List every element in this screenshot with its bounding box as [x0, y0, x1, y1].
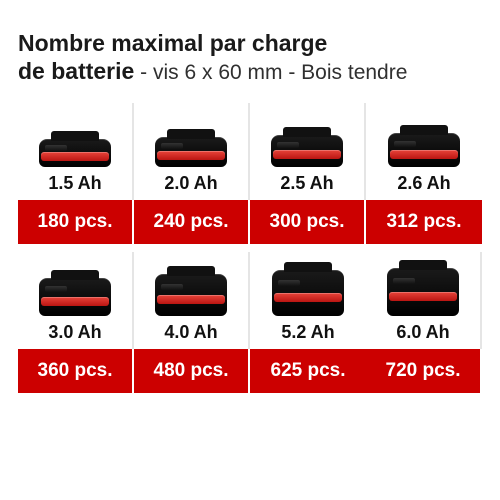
- battery-icon: [33, 113, 117, 167]
- battery-cell: 1.5 Ah: [18, 103, 134, 200]
- battery-capacity-label: 5.2 Ah: [281, 322, 334, 343]
- battery-cell: 4.0 Ah: [134, 252, 250, 349]
- battery-pcs-value: 300 pcs.: [250, 200, 366, 244]
- battery-pcs-value: 480 pcs.: [134, 349, 250, 393]
- subtitle: - vis 6 x 60 mm - Bois tendre: [134, 61, 407, 84]
- battery-pcs-value: 180 pcs.: [18, 200, 134, 244]
- battery-capacity-label: 2.6 Ah: [397, 173, 450, 194]
- battery-capacity-label: 2.5 Ah: [280, 173, 333, 194]
- battery-cell: 5.2 Ah: [250, 252, 366, 349]
- battery-icon: [149, 113, 233, 167]
- battery-capacity-label: 3.0 Ah: [48, 322, 101, 343]
- battery-icon: [266, 262, 350, 316]
- battery-capacity-label: 4.0 Ah: [164, 322, 217, 343]
- battery-capacity-label: 2.0 Ah: [164, 173, 217, 194]
- battery-capacity-label: 6.0 Ah: [396, 322, 449, 343]
- title-line2: de batterie: [18, 58, 134, 84]
- battery-icon: [149, 262, 233, 316]
- battery-pcs-value: 720 pcs.: [366, 349, 482, 393]
- battery-pcs-value: 360 pcs.: [18, 349, 134, 393]
- battery-capacity-label: 1.5 Ah: [48, 173, 101, 194]
- battery-cell: 2.5 Ah: [250, 103, 366, 200]
- battery-cell: 3.0 Ah: [18, 252, 134, 349]
- battery-icon: [265, 113, 349, 167]
- battery-cell: 6.0 Ah: [366, 252, 482, 349]
- row-spacer: [18, 244, 482, 252]
- battery-pcs-value: 625 pcs.: [250, 349, 366, 393]
- battery-cell: 2.0 Ah: [134, 103, 250, 200]
- title-line1: Nombre maximal par charge: [18, 30, 327, 56]
- battery-icon: [381, 262, 465, 316]
- battery-pcs-value: 312 pcs.: [366, 200, 482, 244]
- battery-icon: [33, 262, 117, 316]
- battery-pcs-value: 240 pcs.: [134, 200, 250, 244]
- battery-cell: 2.6 Ah: [366, 103, 482, 200]
- chart-heading: Nombre maximal par charge de batterie - …: [18, 30, 482, 85]
- battery-icon: [382, 113, 466, 167]
- battery-comparison-grid: 1.5 Ah 2.0 Ah 2.5 Ah 2.6 Ah 180 pcs.240 pcs.…: [18, 103, 482, 393]
